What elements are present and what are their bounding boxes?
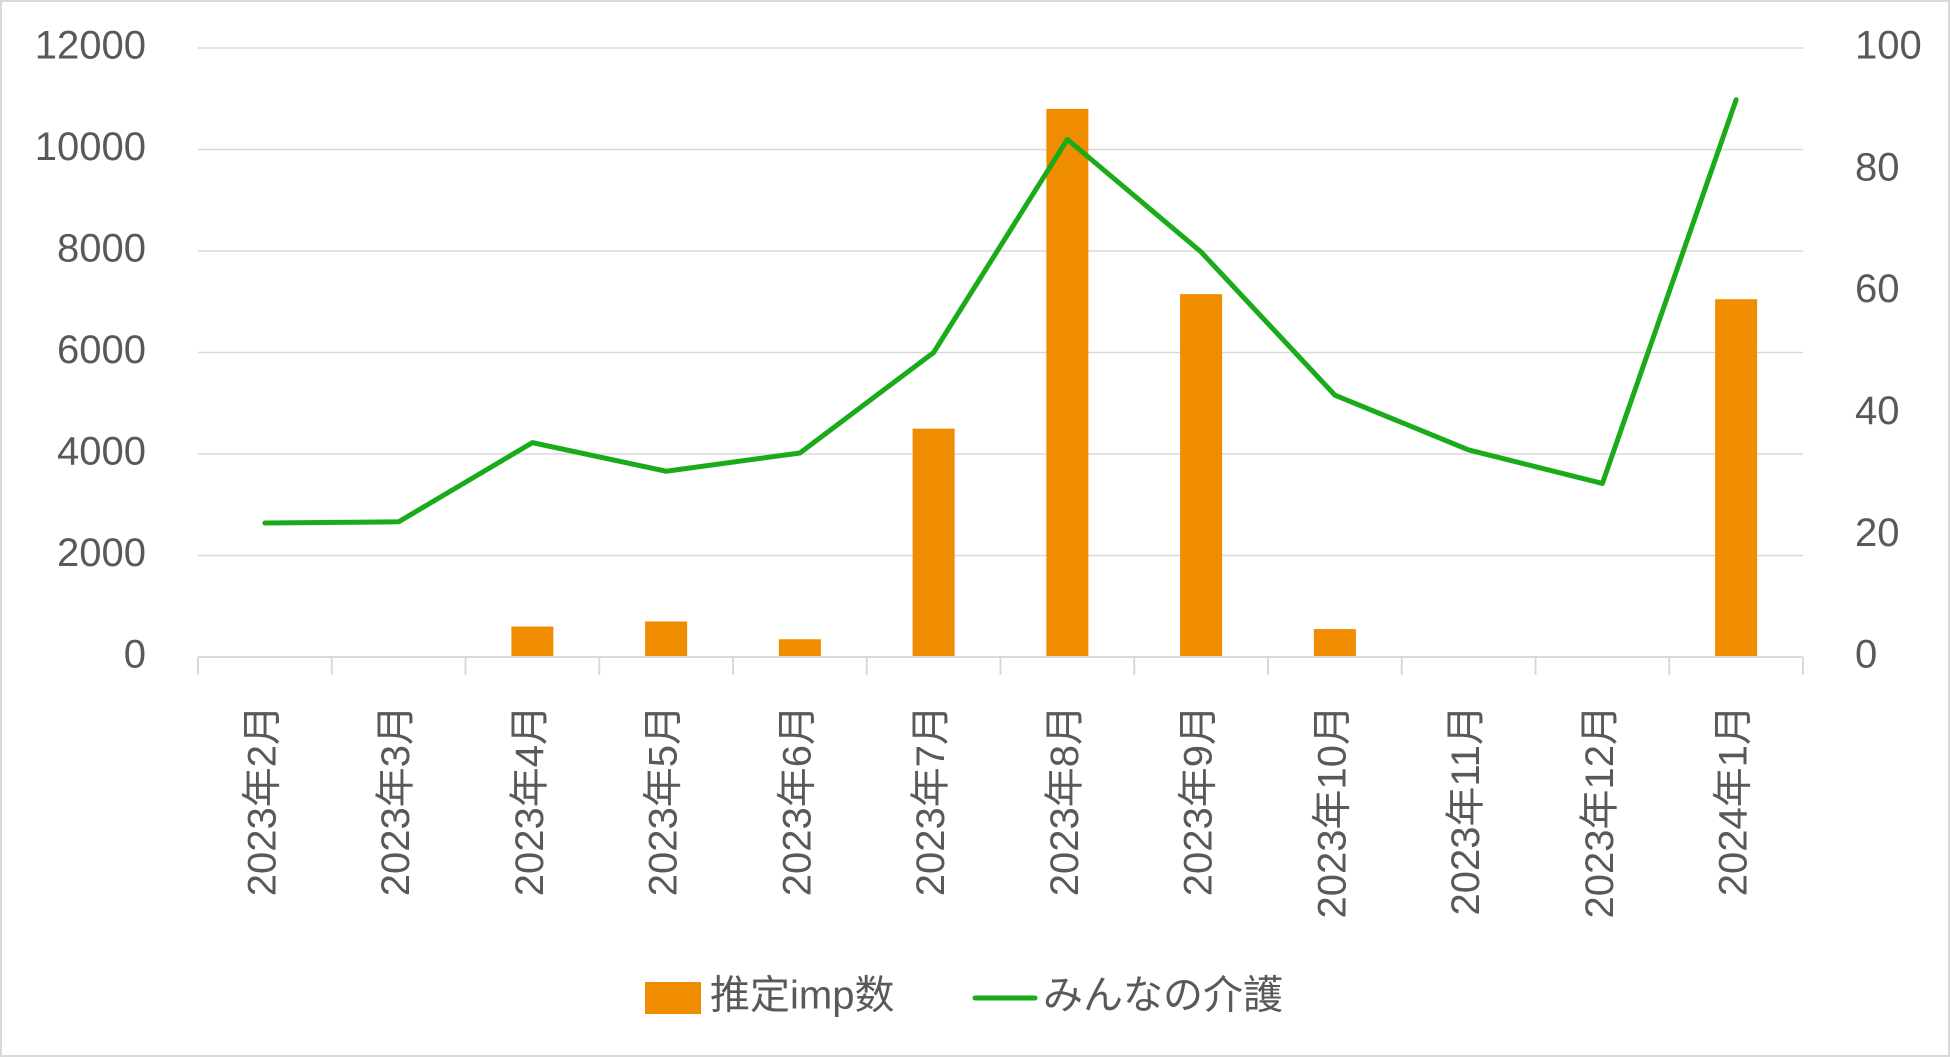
y-left-tick-label: 8000 — [57, 227, 146, 271]
line-series — [262, 97, 1739, 526]
legend-label-line: みんなの介護 — [1043, 974, 1283, 1018]
x-category-label: 2023年10月 — [1310, 705, 1354, 918]
bar — [1715, 299, 1758, 657]
axes: 0 2000 4000 6000 8000 10000 12000 0 20 40 60 80 100 2… — [35, 24, 1922, 919]
bar-series — [511, 108, 1758, 657]
y-left-tick-label: 12000 — [35, 24, 146, 68]
x-category-label: 2023年9月 — [1177, 705, 1221, 896]
y-left-tick-label: 6000 — [57, 328, 146, 372]
bar — [778, 639, 821, 657]
x-category-label: 2023年8月 — [1043, 705, 1087, 896]
bar — [1180, 294, 1223, 657]
x-category-label: 2024年1月 — [1712, 705, 1756, 896]
x-category-label: 2023年7月 — [909, 705, 953, 896]
y-right-tick-label: 0 — [1855, 633, 1877, 677]
x-category-label: 2023年4月 — [508, 705, 552, 896]
y-right-tick-label: 100 — [1855, 24, 1922, 68]
y-left-tick-label: 10000 — [35, 125, 146, 169]
x-category-label: 2023年2月 — [240, 705, 284, 896]
y-right-tick-label: 60 — [1855, 267, 1900, 311]
x-category-label: 2023年6月 — [775, 705, 819, 896]
bar — [1046, 108, 1089, 657]
legend-swatch-bar — [645, 982, 701, 1014]
y-right-tick-label: 80 — [1855, 145, 1900, 189]
y-left-tick-label: 2000 — [57, 531, 146, 575]
x-category-label: 2023年3月 — [374, 705, 418, 896]
bar — [511, 626, 554, 657]
legend: 推定imp数 みんなの介護 — [645, 974, 1283, 1018]
x-category-label: 2023年12月 — [1578, 705, 1622, 918]
line-series-path — [262, 97, 1739, 526]
x-category-label: 2023年11月 — [1444, 705, 1488, 916]
bar — [1313, 629, 1356, 657]
x-category-label: 2023年5月 — [642, 705, 686, 896]
y-left-tick-label: 0 — [124, 633, 146, 677]
bar — [645, 621, 688, 657]
y-right-tick-label: 40 — [1855, 389, 1900, 433]
y-right-tick-label: 20 — [1855, 511, 1900, 555]
bar — [912, 428, 955, 657]
y-left-tick-label: 4000 — [57, 430, 146, 474]
legend-label-bar: 推定imp数 — [710, 974, 894, 1018]
gridlines — [198, 47, 1803, 557]
